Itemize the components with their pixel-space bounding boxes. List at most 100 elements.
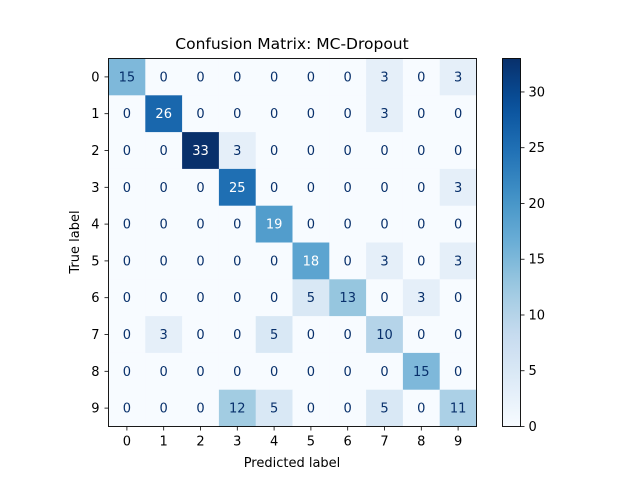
cell-value-label: 5 bbox=[270, 402, 278, 417]
heatmap-cell bbox=[145, 58, 183, 96]
cell-value-label: 0 bbox=[160, 181, 168, 196]
cell-value-label: 0 bbox=[454, 328, 462, 343]
heatmap-cell bbox=[218, 168, 257, 207]
heatmap-cell bbox=[402, 132, 441, 170]
cell-value-label: 0 bbox=[417, 328, 425, 343]
y-tick-label: 2 bbox=[91, 144, 99, 159]
heatmap-cell bbox=[366, 316, 404, 354]
cell-value-label: 0 bbox=[233, 291, 241, 306]
cell-value-label: 0 bbox=[123, 365, 131, 380]
heatmap-cell bbox=[439, 352, 477, 391]
cell-value-label: 0 bbox=[417, 181, 425, 196]
cell-value-label: 0 bbox=[307, 70, 315, 85]
cell-value-label: 0 bbox=[380, 181, 388, 196]
cell-value-label: 0 bbox=[307, 181, 315, 196]
cell-value-label: 3 bbox=[417, 291, 425, 306]
heatmap-cell bbox=[292, 205, 330, 243]
cell-value-label: 15 bbox=[413, 365, 430, 380]
colorbar-ticks: 0 5 10 15 20 25 30 bbox=[520, 85, 546, 435]
heatmap-cell bbox=[292, 316, 330, 354]
cell-value-label: 3 bbox=[454, 181, 462, 196]
heatmap-cell bbox=[108, 316, 146, 354]
y-tick-label: 1 bbox=[91, 107, 99, 122]
cell-value-label: 0 bbox=[380, 291, 388, 306]
cell-value-label: 3 bbox=[160, 328, 168, 343]
cell-value-label: 0 bbox=[344, 218, 352, 233]
heatmap-cell bbox=[255, 58, 293, 96]
cell-value-label: 0 bbox=[196, 328, 204, 343]
cell-value-label: 0 bbox=[196, 107, 204, 122]
heatmap-cell bbox=[108, 389, 146, 427]
heatmap-cell bbox=[145, 205, 183, 243]
cell-value-label: 0 bbox=[344, 144, 352, 159]
cell-value-label: 0 bbox=[454, 107, 462, 122]
heatmap-cell bbox=[182, 95, 220, 133]
heatmap-cell bbox=[329, 168, 367, 207]
cell-value-label: 0 bbox=[344, 70, 352, 85]
heatmap-cell bbox=[182, 279, 220, 317]
cell-value-label: 0 bbox=[123, 181, 131, 196]
heatmap-cell bbox=[402, 352, 441, 391]
colorbar-tick-label: 25 bbox=[529, 141, 546, 156]
heatmap-cell bbox=[402, 279, 441, 317]
cell-value-label: 0 bbox=[344, 181, 352, 196]
heatmap-cell bbox=[218, 132, 257, 170]
cell-value-label: 0 bbox=[123, 402, 131, 417]
cell-value-label: 0 bbox=[160, 218, 168, 233]
x-tick-label: 2 bbox=[196, 435, 204, 450]
heatmap-cell bbox=[182, 168, 220, 207]
cell-value-label: 0 bbox=[196, 70, 204, 85]
heatmap-cell bbox=[402, 205, 441, 243]
heatmap-cell bbox=[329, 132, 367, 170]
cell-value-label: 0 bbox=[270, 107, 278, 122]
cell-value-label: 0 bbox=[123, 218, 131, 233]
heatmap-cell bbox=[329, 95, 367, 133]
cell-value-label: 0 bbox=[417, 402, 425, 417]
heatmap-cell bbox=[402, 242, 441, 280]
colorbar-tick-label: 20 bbox=[529, 197, 546, 212]
x-tick-label: 6 bbox=[344, 435, 352, 450]
heatmap-cell bbox=[292, 168, 330, 207]
heatmap-cell bbox=[218, 242, 257, 280]
colorbar-tick-label: 10 bbox=[529, 308, 546, 323]
heatmap-cell bbox=[255, 95, 293, 133]
heatmap-cell bbox=[366, 279, 404, 317]
heatmap-cell bbox=[218, 279, 257, 317]
heatmap-cell bbox=[255, 352, 293, 391]
x-tick-label: 0 bbox=[123, 435, 131, 450]
heatmap-cell bbox=[145, 316, 183, 354]
heatmap-cell bbox=[439, 168, 477, 207]
heatmap-cell bbox=[108, 205, 146, 243]
heatmap-cell bbox=[439, 316, 477, 354]
heatmap-cell bbox=[145, 352, 183, 391]
y-tick-label: 5 bbox=[91, 254, 99, 269]
heatmap-cell bbox=[329, 389, 367, 427]
heatmap-cell bbox=[182, 132, 220, 170]
cell-value-label: 18 bbox=[303, 254, 320, 269]
cell-value-label: 0 bbox=[123, 254, 131, 269]
heatmap-cell bbox=[366, 58, 404, 96]
cell-value-label: 0 bbox=[196, 291, 204, 306]
x-tick-label: 4 bbox=[270, 435, 278, 450]
heatmap-cell bbox=[439, 279, 477, 317]
y-tick-label: 6 bbox=[91, 291, 99, 306]
heatmap-cell bbox=[182, 242, 220, 280]
cell-value-label: 5 bbox=[270, 328, 278, 343]
heatmap-cell bbox=[439, 58, 477, 96]
cell-value-label: 0 bbox=[270, 181, 278, 196]
cell-value-label: 0 bbox=[380, 365, 388, 380]
heatmap-cell bbox=[292, 58, 330, 96]
cell-value-label: 0 bbox=[344, 107, 352, 122]
cell-value-label: 0 bbox=[233, 254, 241, 269]
x-axis-label: Predicted label bbox=[244, 456, 341, 471]
cell-value-label: 0 bbox=[417, 254, 425, 269]
y-tick-label: 4 bbox=[91, 218, 99, 233]
cell-value-label: 0 bbox=[307, 365, 315, 380]
cell-value-label: 3 bbox=[454, 70, 462, 85]
heatmap-cell bbox=[439, 132, 477, 170]
cell-value-label: 0 bbox=[417, 144, 425, 159]
x-tick-label: 3 bbox=[233, 435, 241, 450]
cell-value-label: 3 bbox=[380, 107, 388, 122]
y-tick-label: 9 bbox=[91, 402, 99, 417]
